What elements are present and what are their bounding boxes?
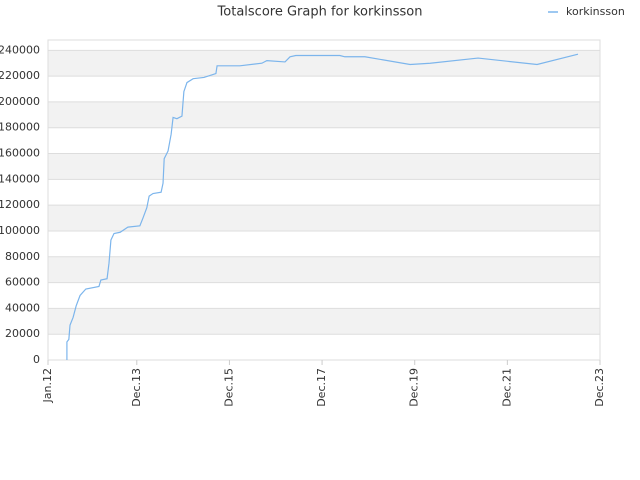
x-tick-label: Dec.19 (408, 368, 421, 407)
grid-band (48, 153, 600, 180)
y-tick-label: 140000 (0, 172, 40, 185)
y-tick-label: 20000 (5, 327, 40, 340)
y-tick-label: 240000 (0, 43, 40, 56)
y-tick-label: 60000 (5, 276, 40, 289)
x-tick-label: Jan.12 (41, 368, 54, 403)
x-tick-label: Dec.15 (222, 368, 235, 407)
grid-band (48, 50, 600, 77)
x-tick-label: Dec.13 (130, 368, 143, 407)
grid-band (48, 205, 600, 231)
series-line (66, 53, 579, 360)
legend-label: korkinsson (566, 5, 625, 18)
y-tick-label: 160000 (0, 147, 40, 160)
y-tick-label: 200000 (0, 95, 40, 108)
x-tick-label: Dec.23 (593, 368, 606, 407)
grid-band (48, 308, 600, 335)
x-tick-label: Dec.17 (315, 368, 328, 407)
y-tick-label: 100000 (0, 224, 40, 237)
grid-band (48, 256, 600, 283)
y-tick-label: 220000 (0, 69, 40, 82)
chart-title: Totalscore Graph for korkinsson (217, 5, 423, 20)
grid-band (48, 101, 600, 128)
y-tick-label: 40000 (5, 301, 40, 314)
y-tick-label: 180000 (0, 121, 40, 134)
y-tick-label: 80000 (5, 250, 40, 263)
x-tick-label: Dec.21 (500, 368, 513, 407)
y-tick-label: 120000 (0, 198, 40, 211)
y-tick-label: 0 (33, 353, 40, 366)
